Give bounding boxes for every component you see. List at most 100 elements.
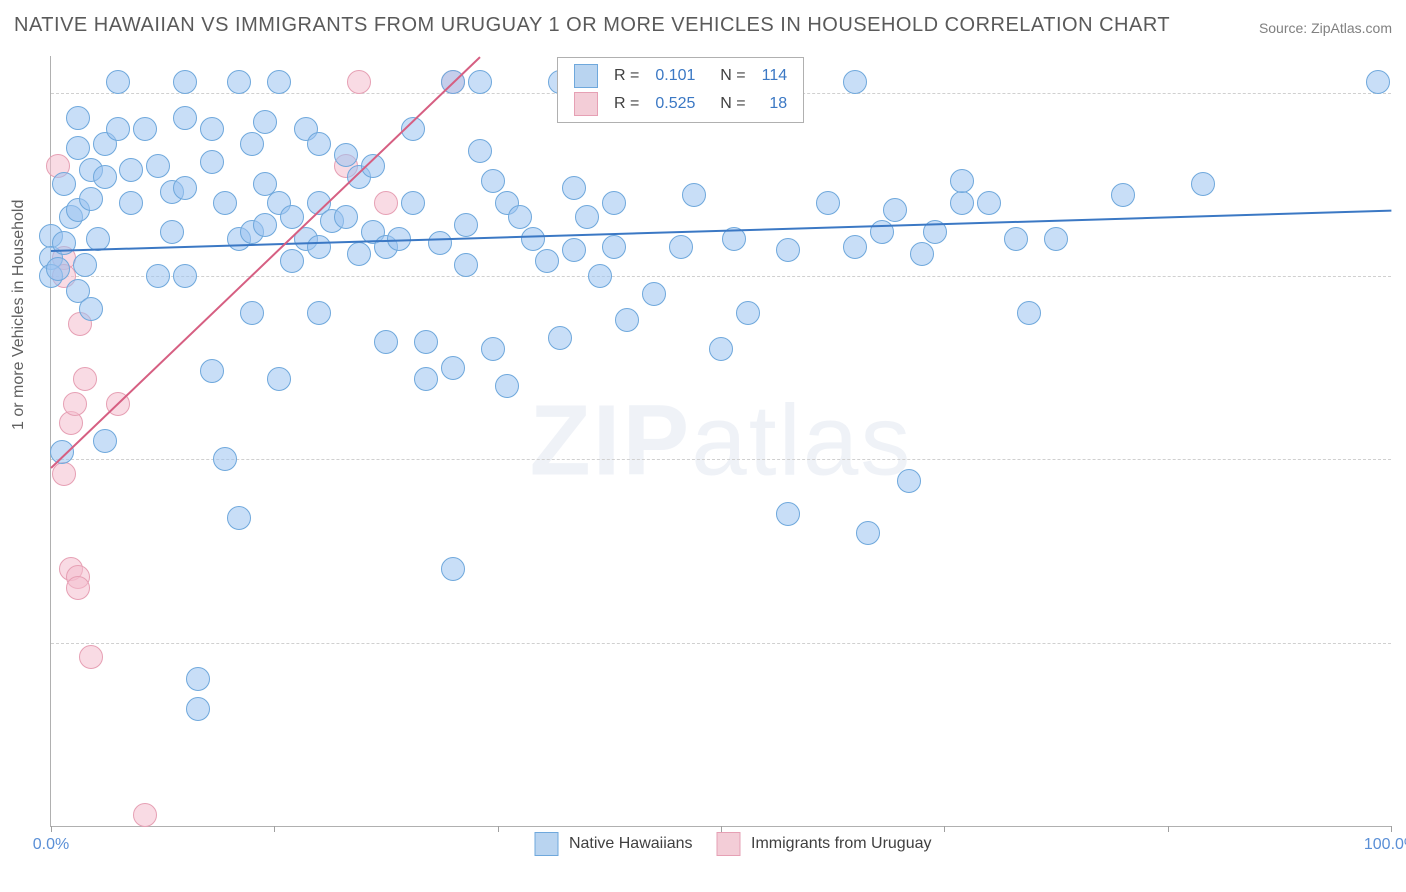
- data-point: [602, 191, 626, 215]
- data-point: [508, 205, 532, 229]
- y-tick-label: 90.0%: [1401, 450, 1406, 468]
- x-tick: [1391, 826, 1392, 832]
- data-point: [200, 117, 224, 141]
- data-point: [73, 253, 97, 277]
- gridline: [51, 643, 1391, 644]
- data-point: [347, 242, 371, 266]
- data-point: [253, 110, 277, 134]
- data-point: [253, 213, 277, 237]
- data-point: [66, 106, 90, 130]
- data-point: [535, 249, 559, 273]
- data-point: [334, 205, 358, 229]
- data-point: [66, 136, 90, 160]
- data-point: [160, 220, 184, 244]
- x-tick: [944, 826, 945, 832]
- y-axis-label: 1 or more Vehicles in Household: [10, 200, 28, 430]
- data-point: [240, 301, 264, 325]
- data-point: [1191, 172, 1215, 196]
- y-tick-label: 95.0%: [1401, 267, 1406, 285]
- y-tick-label: 85.0%: [1401, 634, 1406, 652]
- data-point: [843, 70, 867, 94]
- data-point: [52, 462, 76, 486]
- data-point: [280, 249, 304, 273]
- data-point: [347, 70, 371, 94]
- data-point: [883, 198, 907, 222]
- data-point: [776, 238, 800, 262]
- data-point: [521, 227, 545, 251]
- data-point: [441, 557, 465, 581]
- data-point: [843, 235, 867, 259]
- data-point: [682, 183, 706, 207]
- chart-title: NATIVE HAWAIIAN VS IMMIGRANTS FROM URUGU…: [14, 14, 1170, 37]
- x-tick-label: 0.0%: [33, 836, 69, 854]
- watermark: ZIPatlas: [530, 384, 913, 499]
- data-point: [79, 645, 103, 669]
- correlation-stats-box: R =0.101 N =114R =0.525 N =18: [557, 57, 804, 123]
- data-point: [950, 169, 974, 193]
- data-point: [173, 176, 197, 200]
- data-point: [106, 70, 130, 94]
- data-point: [119, 158, 143, 182]
- data-point: [146, 154, 170, 178]
- data-point: [562, 238, 586, 262]
- data-point: [307, 301, 331, 325]
- data-point: [374, 330, 398, 354]
- data-point: [46, 257, 70, 281]
- data-point: [307, 235, 331, 259]
- data-point: [481, 169, 505, 193]
- data-point: [240, 132, 264, 156]
- data-point: [307, 132, 331, 156]
- data-point: [106, 117, 130, 141]
- legend-swatch: [535, 832, 559, 856]
- data-point: [200, 150, 224, 174]
- data-point: [79, 297, 103, 321]
- data-point: [173, 70, 197, 94]
- data-point: [63, 392, 87, 416]
- data-point: [227, 70, 251, 94]
- data-point: [977, 191, 1001, 215]
- data-point: [1017, 301, 1041, 325]
- data-point: [414, 367, 438, 391]
- data-point: [1366, 70, 1390, 94]
- data-point: [454, 213, 478, 237]
- data-point: [588, 264, 612, 288]
- data-point: [73, 367, 97, 391]
- data-point: [897, 469, 921, 493]
- data-point: [267, 70, 291, 94]
- data-point: [562, 176, 586, 200]
- data-point: [669, 235, 693, 259]
- data-point: [79, 187, 103, 211]
- data-point: [950, 191, 974, 215]
- data-point: [133, 117, 157, 141]
- source-label: Source: ZipAtlas.com: [1259, 20, 1392, 36]
- data-point: [454, 253, 478, 277]
- x-tick: [1168, 826, 1169, 832]
- data-point: [495, 374, 519, 398]
- data-point: [642, 282, 666, 306]
- data-point: [227, 506, 251, 530]
- legend-label: Native Hawaiians: [565, 835, 693, 852]
- x-tick: [274, 826, 275, 832]
- data-point: [50, 440, 74, 464]
- data-point: [186, 667, 210, 691]
- y-tick-label: 100.0%: [1401, 84, 1406, 102]
- data-point: [119, 191, 143, 215]
- data-point: [374, 191, 398, 215]
- legend: Native Hawaiians Immigrants from Uruguay: [511, 832, 932, 856]
- data-point: [441, 356, 465, 380]
- legend-swatch: [717, 832, 741, 856]
- data-point: [428, 231, 452, 255]
- data-point: [870, 220, 894, 244]
- data-point: [736, 301, 760, 325]
- data-point: [468, 139, 492, 163]
- data-point: [468, 70, 492, 94]
- data-point: [186, 697, 210, 721]
- data-point: [267, 367, 291, 391]
- gridline: [51, 459, 1391, 460]
- data-point: [548, 326, 572, 350]
- data-point: [52, 172, 76, 196]
- data-point: [709, 337, 733, 361]
- data-point: [776, 502, 800, 526]
- data-point: [146, 264, 170, 288]
- data-point: [1004, 227, 1028, 251]
